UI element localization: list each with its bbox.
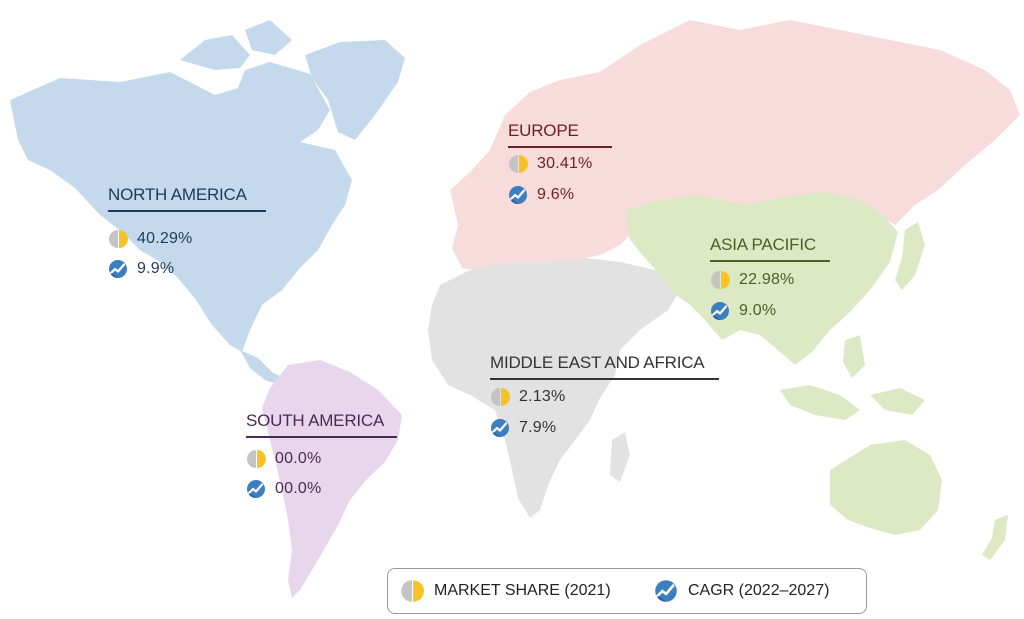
market-share-value: 30.41%	[537, 155, 593, 172]
cagr-icon	[246, 479, 266, 499]
cagr-row: 7.9%	[490, 418, 556, 438]
market-share-value: 00.0%	[275, 450, 322, 467]
arctic-islands	[180, 20, 292, 70]
market-share-row: 00.0%	[246, 449, 321, 469]
cagr-row: 9.0%	[710, 301, 776, 321]
region-north-america: NORTH AMERICA 40.29% 9.9%	[108, 185, 266, 278]
region-underline	[508, 146, 612, 148]
cagr-row: 9.9%	[108, 259, 174, 279]
region-underline	[246, 436, 397, 438]
cagr-value: 9.0%	[739, 302, 777, 319]
market-share-row: 2.13%	[490, 387, 565, 407]
market-share-icon	[108, 229, 128, 249]
southeast-asia-islands	[780, 335, 925, 420]
cagr-value: 00.0%	[275, 480, 322, 497]
south-america-landmass	[262, 360, 402, 598]
market-share-icon	[246, 449, 266, 469]
asia-pacific-landmass	[625, 192, 898, 365]
market-share-icon	[710, 270, 730, 290]
market-share-value: 2.13%	[519, 388, 566, 405]
australia-landmass	[830, 440, 942, 535]
market-share-value: 40.29%	[137, 230, 193, 247]
cagr-icon	[508, 185, 528, 205]
market-share-row: 22.98%	[710, 270, 794, 290]
greenland-landmass	[305, 40, 405, 140]
cagr-row: 00.0%	[246, 479, 321, 499]
region-title: EUROPE	[508, 121, 579, 140]
region-underline	[490, 378, 719, 380]
japan-landmass	[895, 222, 925, 290]
market-share-row: 30.41%	[508, 154, 592, 174]
region-title: SOUTH AMERICA	[246, 411, 385, 430]
cagr-row: 9.6%	[508, 185, 574, 205]
cagr-icon	[108, 259, 128, 279]
legend-market-share-label: MARKET SHARE (2021)	[434, 582, 611, 599]
region-europe: EUROPE 30.41% 9.6%	[508, 121, 612, 204]
region-title: NORTH AMERICA	[108, 185, 247, 204]
cagr-icon	[710, 301, 730, 321]
region-underline	[710, 260, 830, 262]
market-share-icon	[400, 579, 424, 603]
cagr-icon	[490, 418, 510, 438]
north-america-landmass	[10, 62, 352, 352]
central-america-landmass	[240, 350, 288, 386]
region-south-america: SOUTH AMERICA 00.0% 00.0%	[246, 411, 397, 498]
legend-cagr-label: CAGR (2022–2027)	[688, 582, 830, 599]
region-underline	[108, 210, 266, 212]
cagr-icon	[654, 579, 678, 603]
market-share-icon	[508, 154, 528, 174]
cagr-value: 9.9%	[137, 260, 175, 277]
market-share-row: 40.29%	[108, 229, 192, 249]
region-middle-east-africa: MIDDLE EAST AND AFRICA 2.13% 7.9%	[490, 353, 719, 437]
region-asia-pacific: ASIA PACIFIC 22.98% 9.0%	[710, 235, 830, 320]
market-share-icon	[490, 387, 510, 407]
new-zealand-landmass	[982, 515, 1008, 560]
legend: MARKET SHARE (2021) CAGR (2022–2027)	[387, 568, 867, 614]
market-share-value: 22.98%	[739, 271, 795, 288]
middle-east-africa-landmass	[428, 258, 680, 518]
cagr-value: 7.9%	[519, 419, 557, 436]
cagr-value: 9.6%	[537, 186, 575, 203]
region-title: MIDDLE EAST AND AFRICA	[490, 353, 705, 372]
madagascar-landmass	[610, 432, 630, 482]
legend-market-share: MARKET SHARE (2021)	[400, 579, 611, 603]
legend-cagr: CAGR (2022–2027)	[654, 579, 829, 603]
region-title: ASIA PACIFIC	[710, 235, 816, 254]
